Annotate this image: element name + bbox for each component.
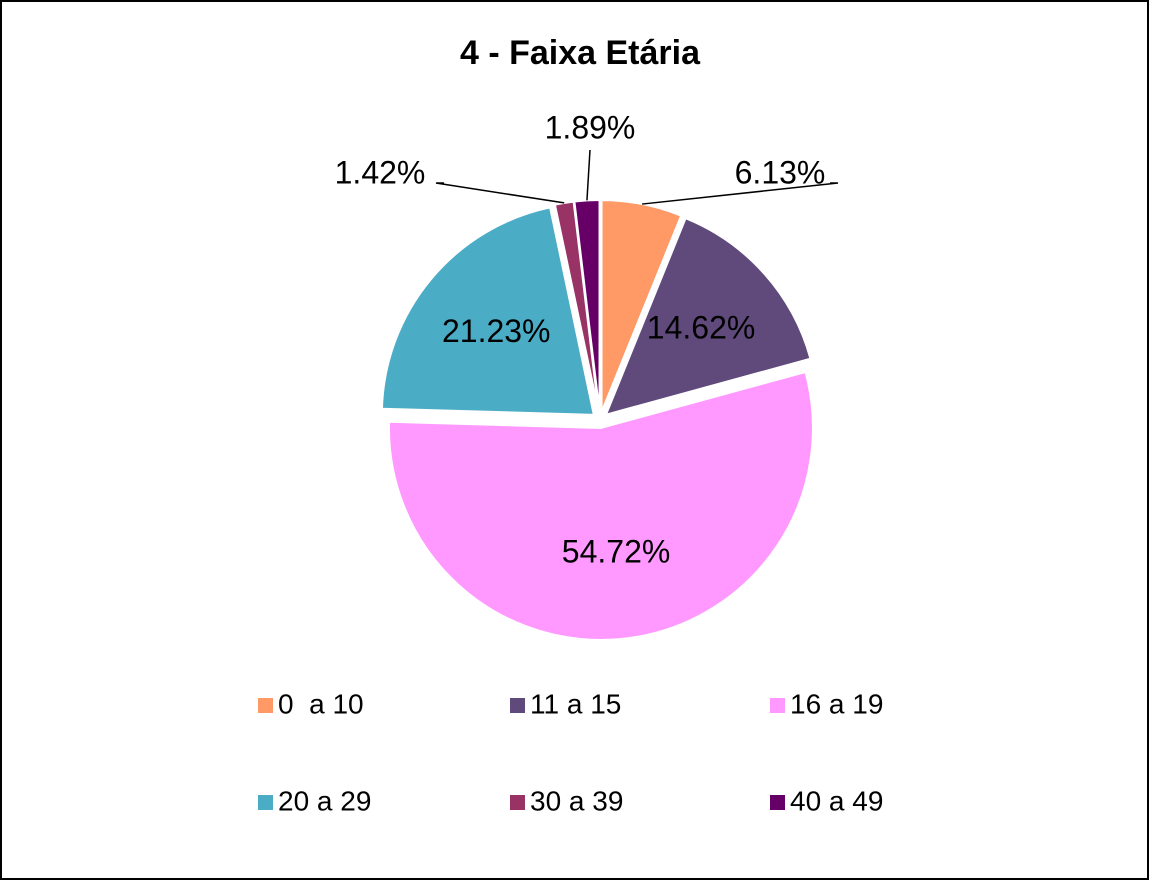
pie-slice (388, 370, 814, 641)
legend-label: 40 a 49 (790, 785, 883, 816)
legend-swatch (258, 795, 273, 810)
legend-swatch (510, 698, 525, 713)
pie-slice (573, 199, 601, 413)
legend-swatch (770, 795, 785, 810)
legend-swatch (258, 698, 273, 713)
legend-swatch (770, 698, 785, 713)
chart-title: 4 - Faixa Etária (460, 34, 701, 72)
leader-line (435, 182, 565, 204)
pie-slice (604, 216, 812, 417)
data-label: 54.72% (562, 534, 671, 570)
legend-label: 20 a 29 (278, 785, 371, 816)
data-label: 14.62% (647, 310, 756, 346)
legend-label: 30 a 39 (530, 785, 623, 816)
legend-swatch (510, 795, 525, 810)
pie-slice (380, 206, 596, 416)
data-label: 1.42% (335, 154, 426, 190)
data-label: 1.89% (545, 109, 636, 145)
legend-label: 16 a 19 (790, 688, 883, 719)
data-label: 21.23% (442, 313, 551, 349)
pie-slice (600, 199, 683, 413)
legend-label: 11 a 15 (530, 688, 621, 719)
data-label: 6.13% (735, 154, 826, 190)
leader-line (586, 149, 591, 201)
legend-label: 0 a 10 (278, 688, 364, 719)
leader-line (642, 182, 839, 205)
